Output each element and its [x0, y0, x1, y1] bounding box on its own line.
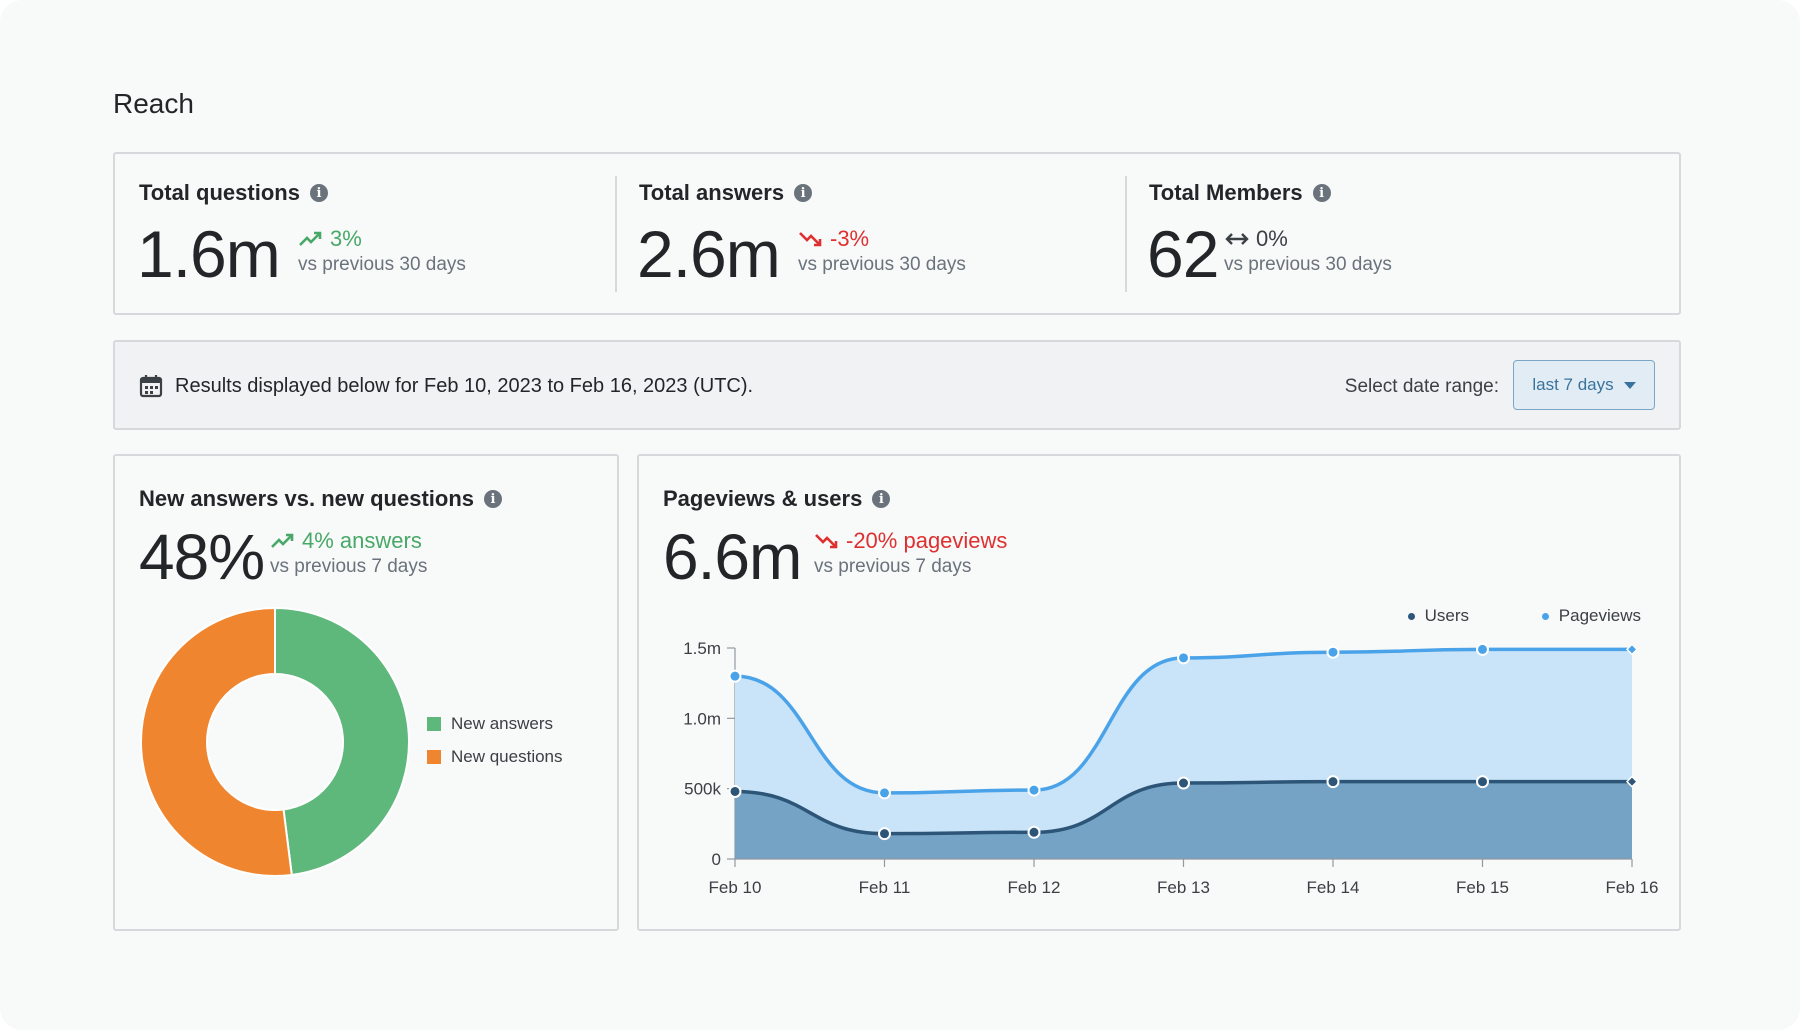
pageviews-point[interactable]	[878, 786, 891, 800]
kpi-label: Total answers	[639, 180, 785, 205]
pageviews-area-chart: 0 500k 1.0m 1.5m Feb 10 Feb 11 Feb 12 Feb 13 Feb…	[683, 639, 1659, 897]
x-tick-label: Feb 13	[1157, 878, 1210, 897]
sub-text: vs previous 7 days	[270, 556, 428, 577]
trend-down-icon	[815, 534, 838, 549]
kpi-change: 0%	[1256, 226, 1288, 251]
users-point[interactable]	[728, 784, 742, 798]
x-tick-label: Feb 15	[1456, 878, 1509, 897]
card-title: Pageviews & users	[663, 486, 863, 511]
legend-swatch	[427, 717, 441, 731]
users-point[interactable]	[1476, 775, 1489, 789]
users-point[interactable]	[1177, 776, 1190, 790]
x-tick-label: Feb 11	[859, 878, 911, 897]
info-icon[interactable]: i	[309, 184, 328, 202]
users-point[interactable]	[1326, 775, 1340, 789]
legend-dot	[1541, 612, 1549, 620]
users-point[interactable]	[1027, 825, 1041, 839]
big-value: 6.6m	[663, 521, 802, 593]
legend-label: New questions	[451, 747, 563, 766]
legend-item-pageviews[interactable]: Pageviews	[1541, 606, 1641, 626]
kpi-label: Total Members	[1149, 180, 1303, 205]
y-tick-label: 1.0m	[683, 709, 721, 728]
kpi-divider	[615, 176, 617, 292]
change-text: -20% pageviews	[846, 528, 1008, 553]
x-tick-label: Feb 16	[1606, 878, 1659, 897]
kpi-card: Total questions i 1.6m 3% vs previous 30…	[113, 152, 1681, 315]
pageviews-point[interactable]	[1326, 645, 1340, 659]
change-text: 4% answers	[302, 528, 422, 553]
users-area	[735, 781, 1632, 859]
y-tick-label: 500k	[684, 780, 721, 799]
info-icon[interactable]: i	[872, 490, 891, 508]
date-range-text: Results displayed below for Feb 10, 2023…	[175, 374, 754, 397]
card-title: New answers vs. new questions	[139, 486, 475, 511]
caret-down-icon	[1623, 381, 1636, 389]
legend-label: Pageviews	[1558, 606, 1641, 625]
date-range-select[interactable]: last 7 days	[1513, 360, 1655, 410]
kpi-value: 62	[1147, 217, 1219, 291]
x-tick-label: Feb 12	[1008, 878, 1061, 897]
kpi-total-answers: Total answers i 2.6m -3% vs previous 30 …	[615, 154, 1125, 313]
legend-swatch	[427, 750, 441, 764]
y-tick-label: 1.5m	[683, 639, 721, 658]
pageviews-point[interactable]	[1476, 642, 1489, 656]
kpi-total-questions: Total questions i 1.6m 3% vs previous 30…	[115, 154, 615, 313]
legend-item-users[interactable]: Users	[1407, 606, 1469, 626]
kpi-value: 1.6m	[137, 217, 281, 291]
kpi-change: -3%	[830, 226, 870, 251]
section-title: Reach	[113, 88, 194, 119]
legend-item-answers[interactable]: New answers	[427, 714, 553, 734]
legend-label: New answers	[451, 714, 554, 733]
legend-label: Users	[1424, 606, 1469, 625]
kpi-divider	[1125, 176, 1127, 292]
users-point[interactable]	[878, 827, 891, 841]
kpi-label: Total questions	[139, 180, 300, 205]
sub-text: vs previous 7 days	[814, 556, 972, 577]
kpi-sub: vs previous 30 days	[298, 254, 466, 275]
trend-down-icon	[799, 232, 822, 247]
pageviews-point[interactable]	[728, 669, 742, 683]
legend-dot	[1407, 612, 1415, 620]
kpi-total-members: Total Members i 62 0% vs previous 30 day…	[1125, 154, 1681, 313]
users-point[interactable]	[1625, 775, 1639, 788]
pageviews-users-card: Pageviews & users i 6.6m -20% pageviews …	[637, 454, 1681, 931]
pageviews-point[interactable]	[1177, 651, 1190, 665]
donut-chart	[140, 606, 410, 877]
trend-up-icon	[271, 533, 294, 548]
donut-slice-new-questions[interactable]	[140, 606, 293, 877]
date-range-label: Select date range:	[1344, 376, 1499, 397]
kpi-sub: vs previous 30 days	[798, 254, 966, 275]
legend-item-questions[interactable]: New questions	[427, 747, 563, 767]
pageviews-point[interactable]	[1625, 643, 1639, 656]
answers-vs-questions-card: New answers vs. new questions i 48% 4% a…	[113, 454, 619, 931]
date-range-bar: Results displayed below for Feb 10, 2023…	[113, 340, 1681, 430]
trend-up-icon	[299, 231, 322, 246]
calendar-icon	[139, 375, 163, 398]
kpi-sub: vs previous 30 days	[1224, 254, 1392, 275]
x-tick-label: Feb 10	[709, 878, 762, 897]
arrows-left-right-icon	[1225, 233, 1249, 245]
info-icon[interactable]: i	[1312, 184, 1331, 202]
pageviews-point[interactable]	[1027, 783, 1041, 797]
y-tick-label: 0	[712, 850, 721, 869]
big-value: 48%	[139, 521, 265, 593]
x-tick-label: Feb 14	[1307, 878, 1360, 897]
info-icon[interactable]: i	[484, 490, 503, 508]
info-icon[interactable]: i	[794, 184, 813, 202]
donut-slice-new-answers[interactable]	[274, 606, 410, 877]
kpi-value: 2.6m	[637, 217, 781, 291]
kpi-change: 3%	[330, 226, 362, 251]
date-range-selected: last 7 days	[1532, 375, 1614, 394]
